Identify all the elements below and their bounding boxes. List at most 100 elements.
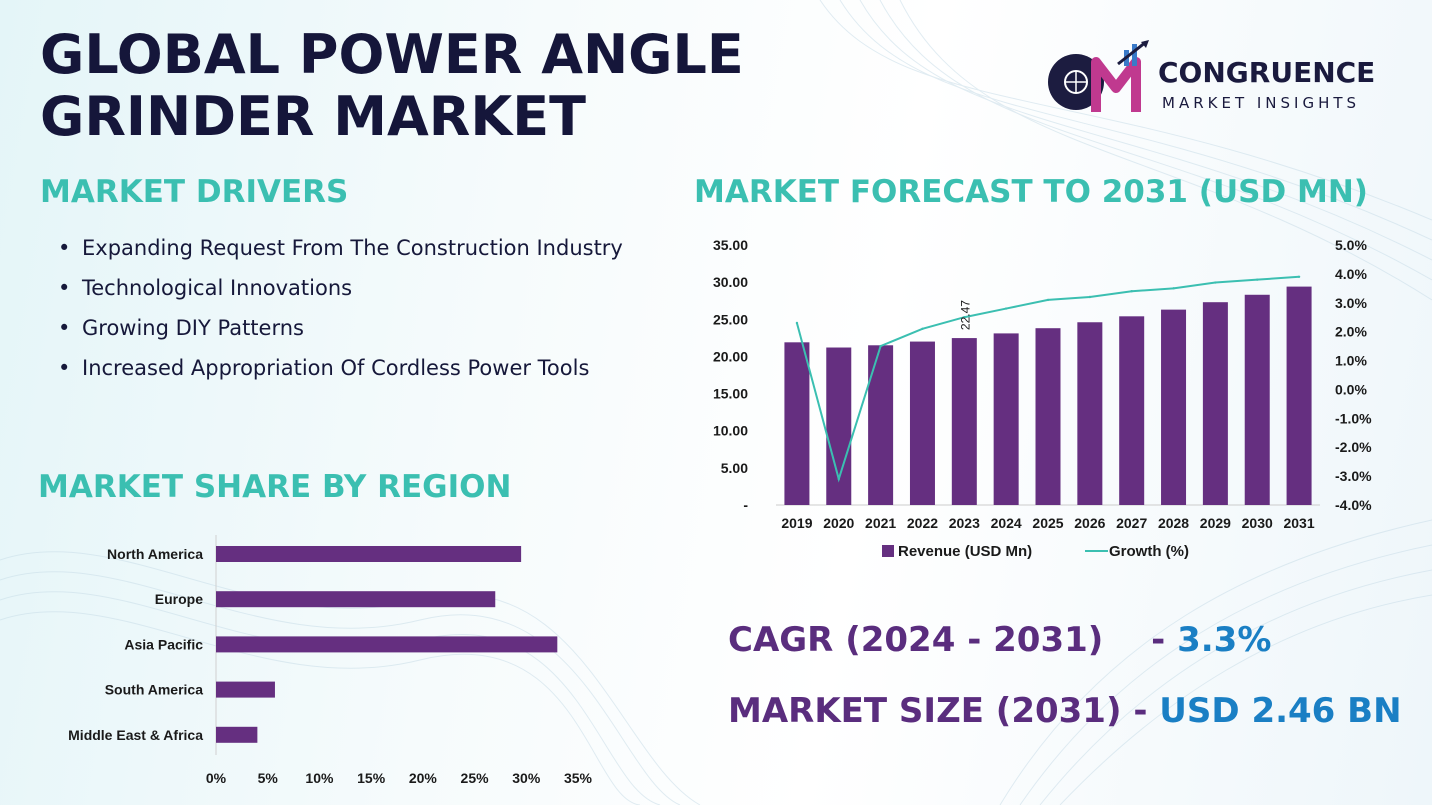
logo-word-secondary: MARKET INSIGHTS: [1162, 94, 1361, 112]
growth-point: [1172, 287, 1175, 290]
forecast-x-tick: 2024: [991, 515, 1022, 531]
region-bar: [216, 636, 558, 653]
forecast-x-tick: 2019: [781, 515, 812, 531]
forecast-y-left-tick: 35.00: [713, 237, 748, 253]
market-size-kpi: MARKET SIZE (2031) - USD 2.46 BN: [728, 691, 1402, 731]
market-size-label: MARKET SIZE (2031): [728, 691, 1122, 731]
legend-revenue-swatch: [882, 545, 894, 557]
cagr-label: CAGR (2024 - 2031): [728, 620, 1104, 660]
forecast-y-right-tick: 5.0%: [1335, 237, 1367, 253]
region-x-tick: 0%: [206, 770, 227, 786]
market-drivers-list: Expanding Request From The Construction …: [58, 228, 650, 388]
forecast-x-tick: 2025: [1032, 515, 1063, 531]
region-x-tick: 20%: [409, 770, 438, 786]
brand-logo: CONGRUENCE MARKET INSIGHTS: [1046, 40, 1396, 120]
forecast-y-right-tick: -1.0%: [1335, 410, 1372, 426]
logo-mark-icon: [1048, 40, 1149, 112]
region-category-label: South America: [105, 682, 203, 698]
forecast-chart: - 5.00 10.00 15.00 20.00 25.00 30.00 35.00 -4.0%…: [713, 237, 1372, 560]
region-x-tick: 15%: [357, 770, 386, 786]
growth-point: [879, 344, 882, 348]
driver-item: Increased Appropriation Of Cordless Powe…: [58, 348, 650, 388]
legend-growth-label: Growth (%): [1109, 543, 1189, 560]
region-category-label: Asia Pacific: [124, 636, 203, 652]
region-x-tick: 10%: [305, 770, 334, 786]
forecast-x-tick: 2031: [1283, 515, 1314, 531]
growth-point: [837, 477, 840, 481]
driver-item: Expanding Request From The Construction …: [58, 228, 650, 268]
forecast-bar: [784, 342, 810, 505]
forecast-bar: [909, 341, 935, 505]
region-bar: [216, 546, 522, 562]
region-chart-title: MARKET SHARE BY REGION: [38, 469, 512, 505]
forecast-y-right-tick: -4.0%: [1335, 497, 1372, 513]
region-x-tick: 5%: [258, 770, 279, 786]
growth-point: [1297, 275, 1301, 278]
forecast-bar: [993, 333, 1019, 505]
cagr-value: 3.3%: [1177, 620, 1272, 660]
forecast-y-left-tick: 20.00: [713, 348, 748, 364]
forecast-bar: [1035, 328, 1061, 505]
region-share-chart: North America Europe Asia Pacific South Ame…: [68, 535, 593, 786]
region-category-label: North America: [107, 546, 203, 562]
growth-point: [1256, 278, 1259, 281]
growth-point: [1088, 295, 1092, 299]
forecast-y-right-tick: 1.0%: [1335, 353, 1367, 369]
region-bar: [216, 681, 275, 698]
forecast-x-tick: 2026: [1074, 515, 1105, 531]
forecast-x-tick: 2020: [823, 515, 854, 531]
region-bar: [216, 591, 496, 608]
forecast-y-right-tick: 2.0%: [1335, 324, 1367, 340]
forecast-x-tick: 2028: [1158, 515, 1189, 531]
page-title-line2: GRINDER MARKET: [40, 85, 586, 148]
forecast-bar: [1202, 302, 1228, 505]
forecast-bar: [1077, 322, 1103, 505]
region-x-tick: 25%: [461, 770, 490, 786]
forecast-x-tick: 2030: [1242, 515, 1273, 531]
forecast-y-left-tick: 30.00: [713, 274, 748, 290]
forecast-chart-title: MARKET FORECAST TO 2031 (USD MN): [694, 174, 1368, 210]
forecast-x-tick: 2023: [949, 515, 980, 531]
region-bar: [216, 726, 258, 743]
growth-point: [1214, 281, 1217, 284]
forecast-bar: [1244, 294, 1270, 505]
forecast-y-right-tick: 3.0%: [1335, 295, 1367, 311]
forecast-y-right-tick: -2.0%: [1335, 439, 1372, 455]
forecast-x-tick: 2027: [1116, 515, 1147, 531]
forecast-bar: [1119, 316, 1145, 505]
growth-point: [795, 321, 799, 325]
forecast-y-left-tick: 15.00: [713, 386, 748, 402]
forecast-y-left-tick: 5.00: [721, 460, 748, 476]
forecast-bar: [1161, 309, 1187, 505]
forecast-y-left-tick: 25.00: [713, 311, 748, 327]
forecast-x-tick: 2022: [907, 515, 938, 531]
region-category-label: Middle East & Africa: [68, 727, 203, 743]
forecast-y-right-tick: 0.0%: [1335, 381, 1367, 397]
cagr-kpi: CAGR (2024 - 2031) - 3.3%: [728, 620, 1272, 660]
growth-point: [1046, 298, 1050, 302]
forecast-bar: [868, 345, 894, 505]
legend-revenue-label: Revenue (USD Mn): [898, 543, 1032, 560]
growth-point: [1130, 290, 1133, 293]
forecast-y-left-tick: -: [743, 497, 748, 513]
forecast-bar: [1286, 286, 1312, 505]
forecast-data-label: 22.47: [958, 300, 972, 330]
market-drivers-heading: MARKET DRIVERS: [40, 174, 349, 210]
driver-item: Technological Innovations: [58, 268, 650, 308]
forecast-x-tick: 2029: [1200, 515, 1231, 531]
page-title: GLOBAL POWER ANGLE GRINDER MARKET: [40, 24, 800, 148]
forecast-x-tick: 2021: [865, 515, 896, 531]
logo-word-primary: CONGRUENCE: [1158, 56, 1376, 89]
driver-item: Growing DIY Patterns: [58, 308, 650, 348]
region-category-label: Europe: [155, 591, 203, 607]
forecast-y-left-tick: 10.00: [713, 423, 748, 439]
region-x-tick: 35%: [564, 770, 593, 786]
page-title-line1: GLOBAL POWER ANGLE: [40, 23, 744, 86]
forecast-y-right-tick: -3.0%: [1335, 468, 1372, 484]
growth-point: [963, 316, 966, 319]
forecast-y-right-tick: 4.0%: [1335, 266, 1367, 282]
forecast-bar: [951, 338, 977, 505]
growth-point: [921, 327, 924, 330]
market-size-value: USD 2.46 BN: [1159, 691, 1402, 731]
region-x-tick: 30%: [512, 770, 541, 786]
